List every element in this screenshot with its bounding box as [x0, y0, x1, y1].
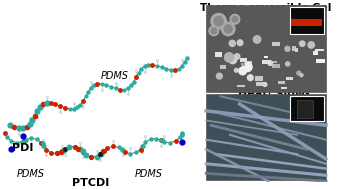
Bar: [272, 42, 280, 46]
Circle shape: [300, 74, 303, 77]
Text: Heat/ Slow-
cool: Heat/ Slow- cool: [238, 89, 310, 110]
Bar: [314, 49, 324, 51]
Bar: [257, 82, 264, 86]
Text: Diisopropylamine-Water: Diisopropylamine-Water: [221, 79, 312, 88]
Bar: [290, 96, 324, 121]
Circle shape: [268, 61, 272, 65]
Circle shape: [232, 16, 238, 22]
Text: PDI: PDI: [11, 143, 33, 153]
Bar: [272, 64, 280, 68]
Circle shape: [247, 75, 253, 81]
Circle shape: [211, 13, 226, 29]
Text: Hexane-Water , or: Hexane-Water , or: [221, 69, 290, 78]
Bar: [286, 77, 293, 80]
Bar: [239, 58, 247, 62]
Bar: [237, 85, 245, 87]
Text: PTCDI: PTCDI: [73, 178, 110, 188]
Circle shape: [239, 67, 247, 75]
Circle shape: [254, 36, 261, 43]
Circle shape: [225, 53, 234, 62]
Circle shape: [243, 62, 252, 72]
Circle shape: [285, 46, 290, 51]
Bar: [241, 63, 246, 66]
Circle shape: [209, 26, 219, 36]
Bar: [295, 48, 298, 52]
Circle shape: [224, 25, 232, 33]
Circle shape: [214, 17, 223, 26]
Text: PDMS: PDMS: [17, 169, 45, 179]
Bar: [313, 51, 318, 55]
Circle shape: [222, 22, 235, 36]
Bar: [269, 61, 277, 64]
Circle shape: [308, 42, 314, 48]
Circle shape: [300, 41, 305, 46]
Bar: [281, 87, 287, 89]
Circle shape: [237, 40, 243, 46]
Bar: [316, 59, 325, 63]
Text: Propyl amine ,: Propyl amine ,: [221, 60, 275, 69]
Bar: [278, 81, 285, 84]
Bar: [255, 76, 263, 81]
Circle shape: [229, 56, 237, 64]
Bar: [245, 61, 252, 64]
Circle shape: [235, 68, 238, 72]
Circle shape: [297, 71, 301, 75]
Text: PDMS: PDMS: [135, 169, 163, 179]
Circle shape: [263, 83, 267, 86]
Text: PDMS: PDMS: [101, 71, 129, 81]
Text: Thermo-reversible Gel: Thermo-reversible Gel: [201, 3, 332, 13]
Bar: [264, 56, 268, 59]
Circle shape: [286, 62, 290, 66]
Circle shape: [211, 28, 217, 34]
Bar: [220, 65, 226, 69]
Circle shape: [230, 14, 240, 24]
Bar: [206, 94, 326, 180]
Bar: [292, 46, 297, 51]
Bar: [291, 19, 322, 26]
Bar: [206, 5, 326, 91]
Bar: [262, 60, 271, 64]
Bar: [297, 100, 313, 118]
Circle shape: [229, 40, 235, 46]
Bar: [215, 52, 222, 57]
Circle shape: [234, 54, 240, 59]
Circle shape: [216, 73, 222, 79]
Bar: [290, 7, 324, 34]
